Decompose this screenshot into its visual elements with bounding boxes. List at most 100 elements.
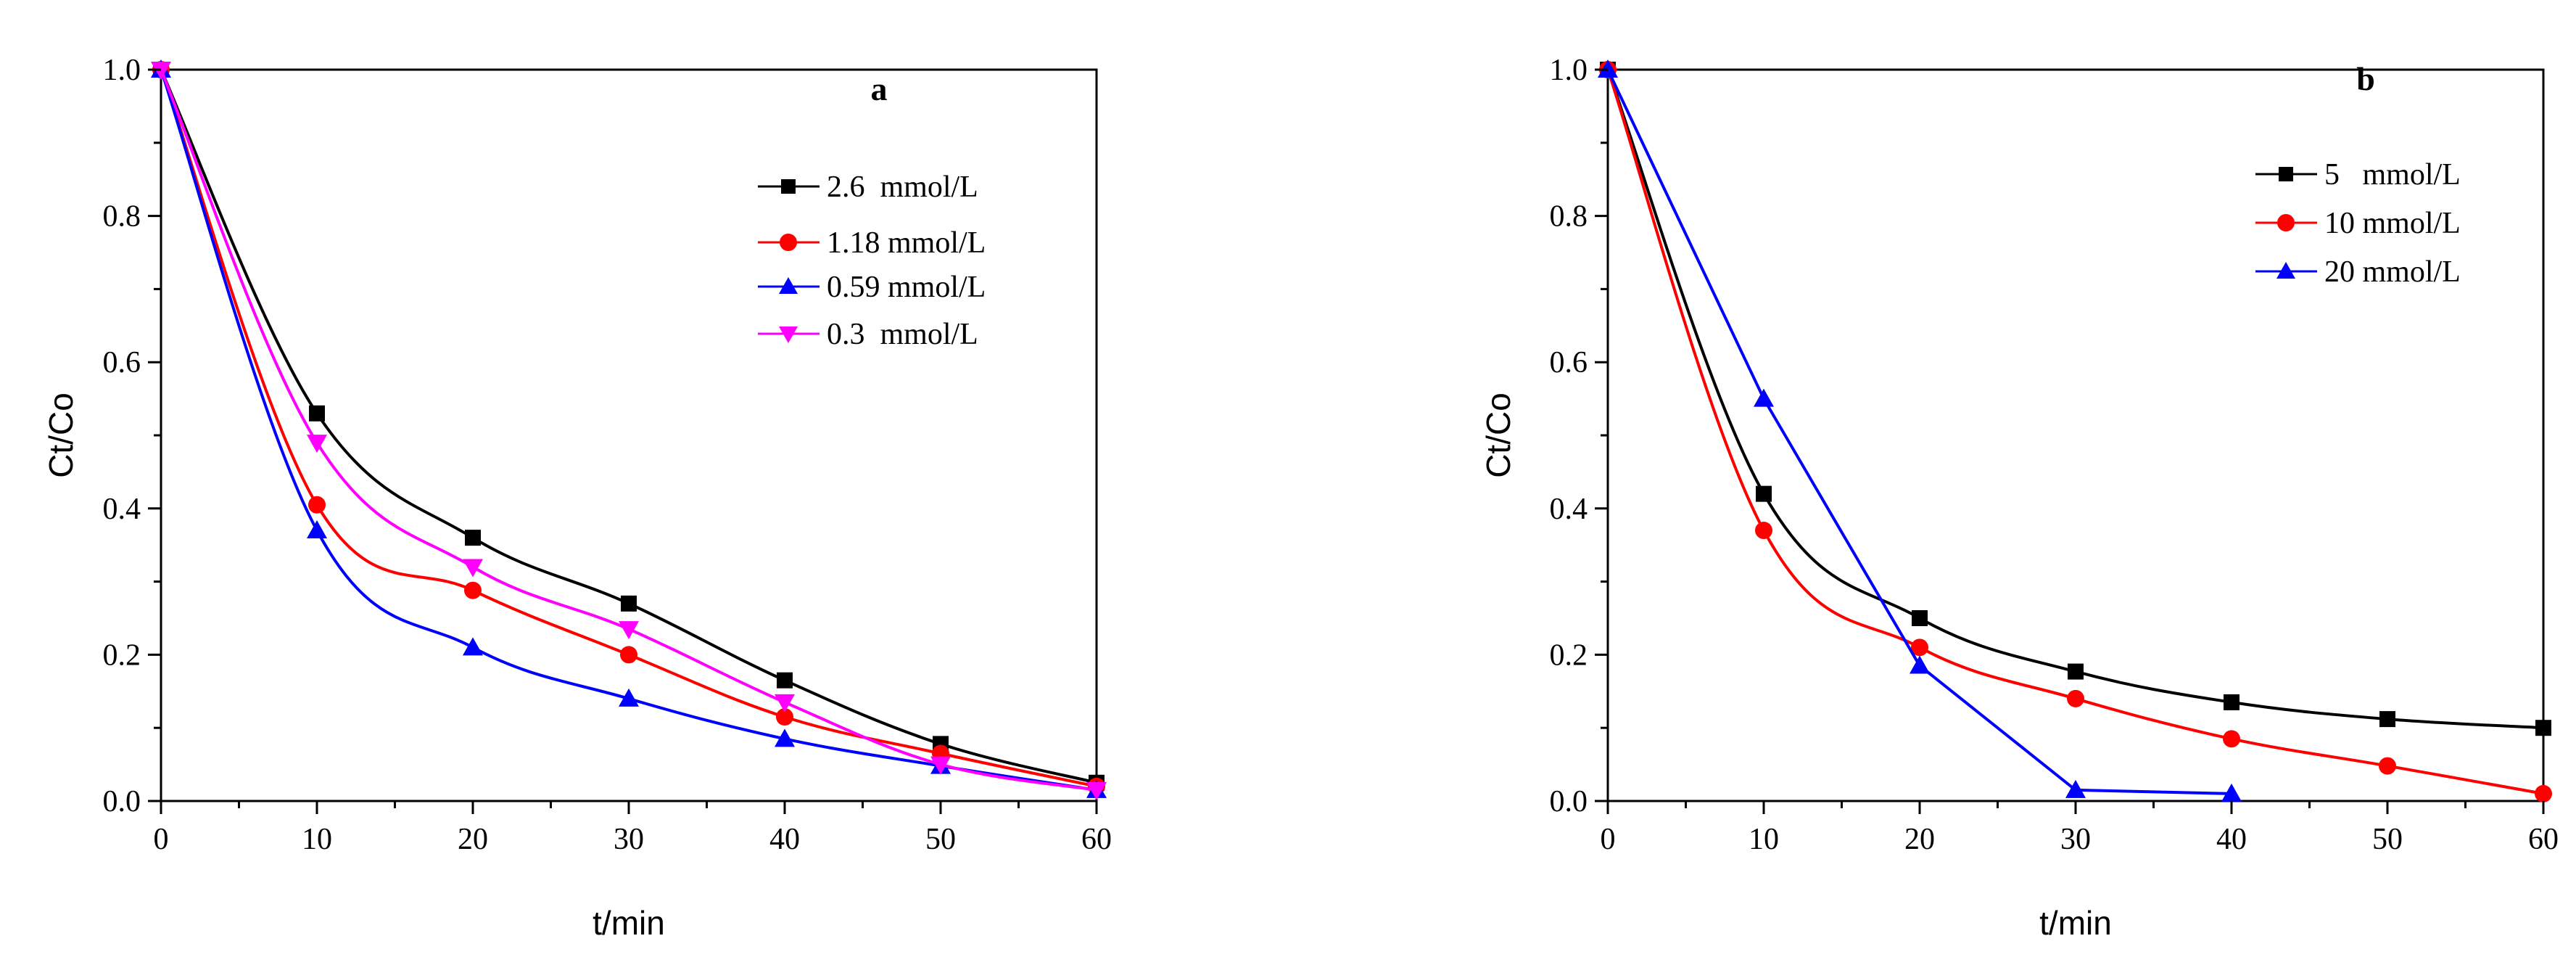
legend-entry-b-0: 5 mmol/L [2255,158,2461,192]
tick-layer-b: 0 10 20 30 40 50 60 0.0 0.2 0.4 0.6 0.8 1.0 [1550,54,2559,856]
panel-label-a: a [871,70,888,107]
series-b-0 [1600,62,2551,736]
data-point-a-3-1 [307,435,327,453]
y-tick-label: 0.8 [1550,200,1588,234]
y-tick-label: 0.0 [1550,785,1588,818]
legend-entry-a-0: 2.6 mmol/L [758,171,978,204]
legend-label-a-3: 0.3 mmol/L [827,318,978,351]
data-point-b-0-4 [2224,694,2239,710]
x-tick-label: 60 [2528,823,2559,856]
data-point-b-1-6 [2535,784,2552,802]
data-point-b-2-4 [2221,783,2242,802]
legend-entry-a-2: 0.59 mmol/L [758,271,986,304]
x-tick-label: 10 [1749,823,1779,856]
series-layer-b [1598,59,2552,802]
legend-label-b-0: 5 mmol/L [2324,158,2461,192]
data-point-b-2-3 [2065,779,2086,798]
y-tick-label: 0.4 [103,493,141,526]
legend-label-a-0: 2.6 mmol/L [827,171,978,204]
data-point-a-0-4 [777,672,793,689]
data-point-a-2-4 [775,728,795,747]
legend-entry-a-1: 1.18 mmol/L [758,226,986,260]
chart-panel-a: 0 10 20 30 40 50 600.00.20.40.60.81.0 a t/min … [42,54,1112,942]
y-tick-label: 0.2 [1550,638,1588,672]
y-tick-label: 0.6 [1550,346,1588,379]
data-point-a-1-3 [620,646,637,664]
legend-label-a-2: 0.59 mmol/L [827,271,986,304]
legend-b: 5 mmol/L 10 mmol/L 20 mmol/L [2255,158,2461,289]
data-point-a-2-1 [307,520,327,539]
x-axis-label-a: t/min [593,904,665,942]
data-point-b-0-1 [1756,485,1772,502]
y-axis-label-b: Ct/Co [1479,393,1517,478]
series-line-b-0 [1606,69,2544,730]
data-point-a-0-3 [621,595,637,612]
data-point-a-1-2 [464,581,482,599]
x-tick-label: 30 [614,823,644,856]
x-tick-label: 20 [458,823,488,856]
chart-panel-b: 0 10 20 30 40 50 600.00.20.40.60.81.0 b t/min … [1479,54,2559,942]
series-line-b-1 [1606,69,2544,795]
x-tick-label: 40 [769,823,800,856]
data-point-b-1-5 [2379,757,2396,775]
x-tick-label: 30 [2060,823,2091,856]
data-point-a-3-5 [930,756,951,775]
legend-entry-b-2: 20 mmol/L [2255,255,2461,289]
data-point-a-2-3 [619,688,639,707]
series-a-2 [151,59,1107,798]
legend-entry-a-3: 0.3 mmol/L [758,318,978,351]
legend-a: 2.6 mmol/L 1.18 mmol/L 0.59 mmol/L 0.3 m… [758,171,986,351]
data-point-a-3-3 [619,621,639,640]
y-tick-label: 1.0 [103,54,141,87]
legend-triangle-down-marker-icon [779,326,798,343]
series-line-a-2 [160,69,1097,792]
tick-layer-a: 0 10 20 30 40 50 60 0.0 0.2 0.4 0.6 0.8 1.0 [103,54,1112,856]
data-point-b-2-1 [1754,388,1774,407]
x-tick-label: 50 [925,823,956,856]
legend-label-b-1: 10 mmol/L [2324,207,2461,240]
y-tick-label: 1.0 [1550,54,1588,87]
data-point-a-3-6 [1086,781,1107,800]
x-tick-label: 10 [302,823,332,856]
y-tick-label: 0.4 [1550,493,1588,526]
y-tick-label: 0.8 [103,200,141,234]
series-line-a-1 [160,69,1097,788]
series-line-a-0 [160,69,1097,784]
data-point-b-0-5 [2379,711,2395,728]
data-point-a-0-2 [465,530,481,546]
legend-triangle-up-marker-icon [2276,262,2295,279]
legend-circle-marker-icon [2277,214,2295,231]
series-b-2 [1598,59,2242,802]
data-point-b-1-2 [1911,638,1928,657]
y-axis-label-a: Ct/Co [42,393,80,478]
data-point-b-1-3 [2067,689,2084,707]
x-axis-label-b: t/min [2039,904,2112,942]
legend-square-marker-icon [781,179,796,194]
x-tick-label: 60 [1081,823,1112,856]
legend-label-b-2: 20 mmol/L [2324,255,2461,289]
data-point-b-0-6 [2535,720,2551,736]
data-point-b-0-2 [1912,610,1928,626]
data-point-b-0-3 [2068,663,2084,680]
y-tick-label: 0.2 [103,638,141,672]
legend-circle-marker-icon [780,234,797,251]
legend-label-a-1: 1.18 mmol/L [827,226,986,260]
data-point-b-2-2 [1910,655,1930,674]
y-tick-label: 0.0 [103,785,141,818]
data-point-a-2-2 [463,637,483,656]
data-point-a-1-1 [308,496,326,514]
legend-entry-b-1: 10 mmol/L [2255,207,2461,240]
legend-square-marker-icon [2279,167,2293,181]
data-point-b-1-4 [2223,730,2240,748]
series-layer-a [151,59,1107,800]
data-point-a-1-4 [776,708,793,726]
data-point-a-3-2 [463,559,483,578]
x-tick-label: 40 [2216,823,2247,856]
data-point-b-1-1 [1755,522,1772,540]
series-a-3 [151,62,1107,800]
x-tick-label: 0 [1601,823,1616,856]
x-tick-label: 50 [2372,823,2403,856]
data-point-a-3-4 [775,694,795,712]
series-line-a-3 [160,69,1097,792]
